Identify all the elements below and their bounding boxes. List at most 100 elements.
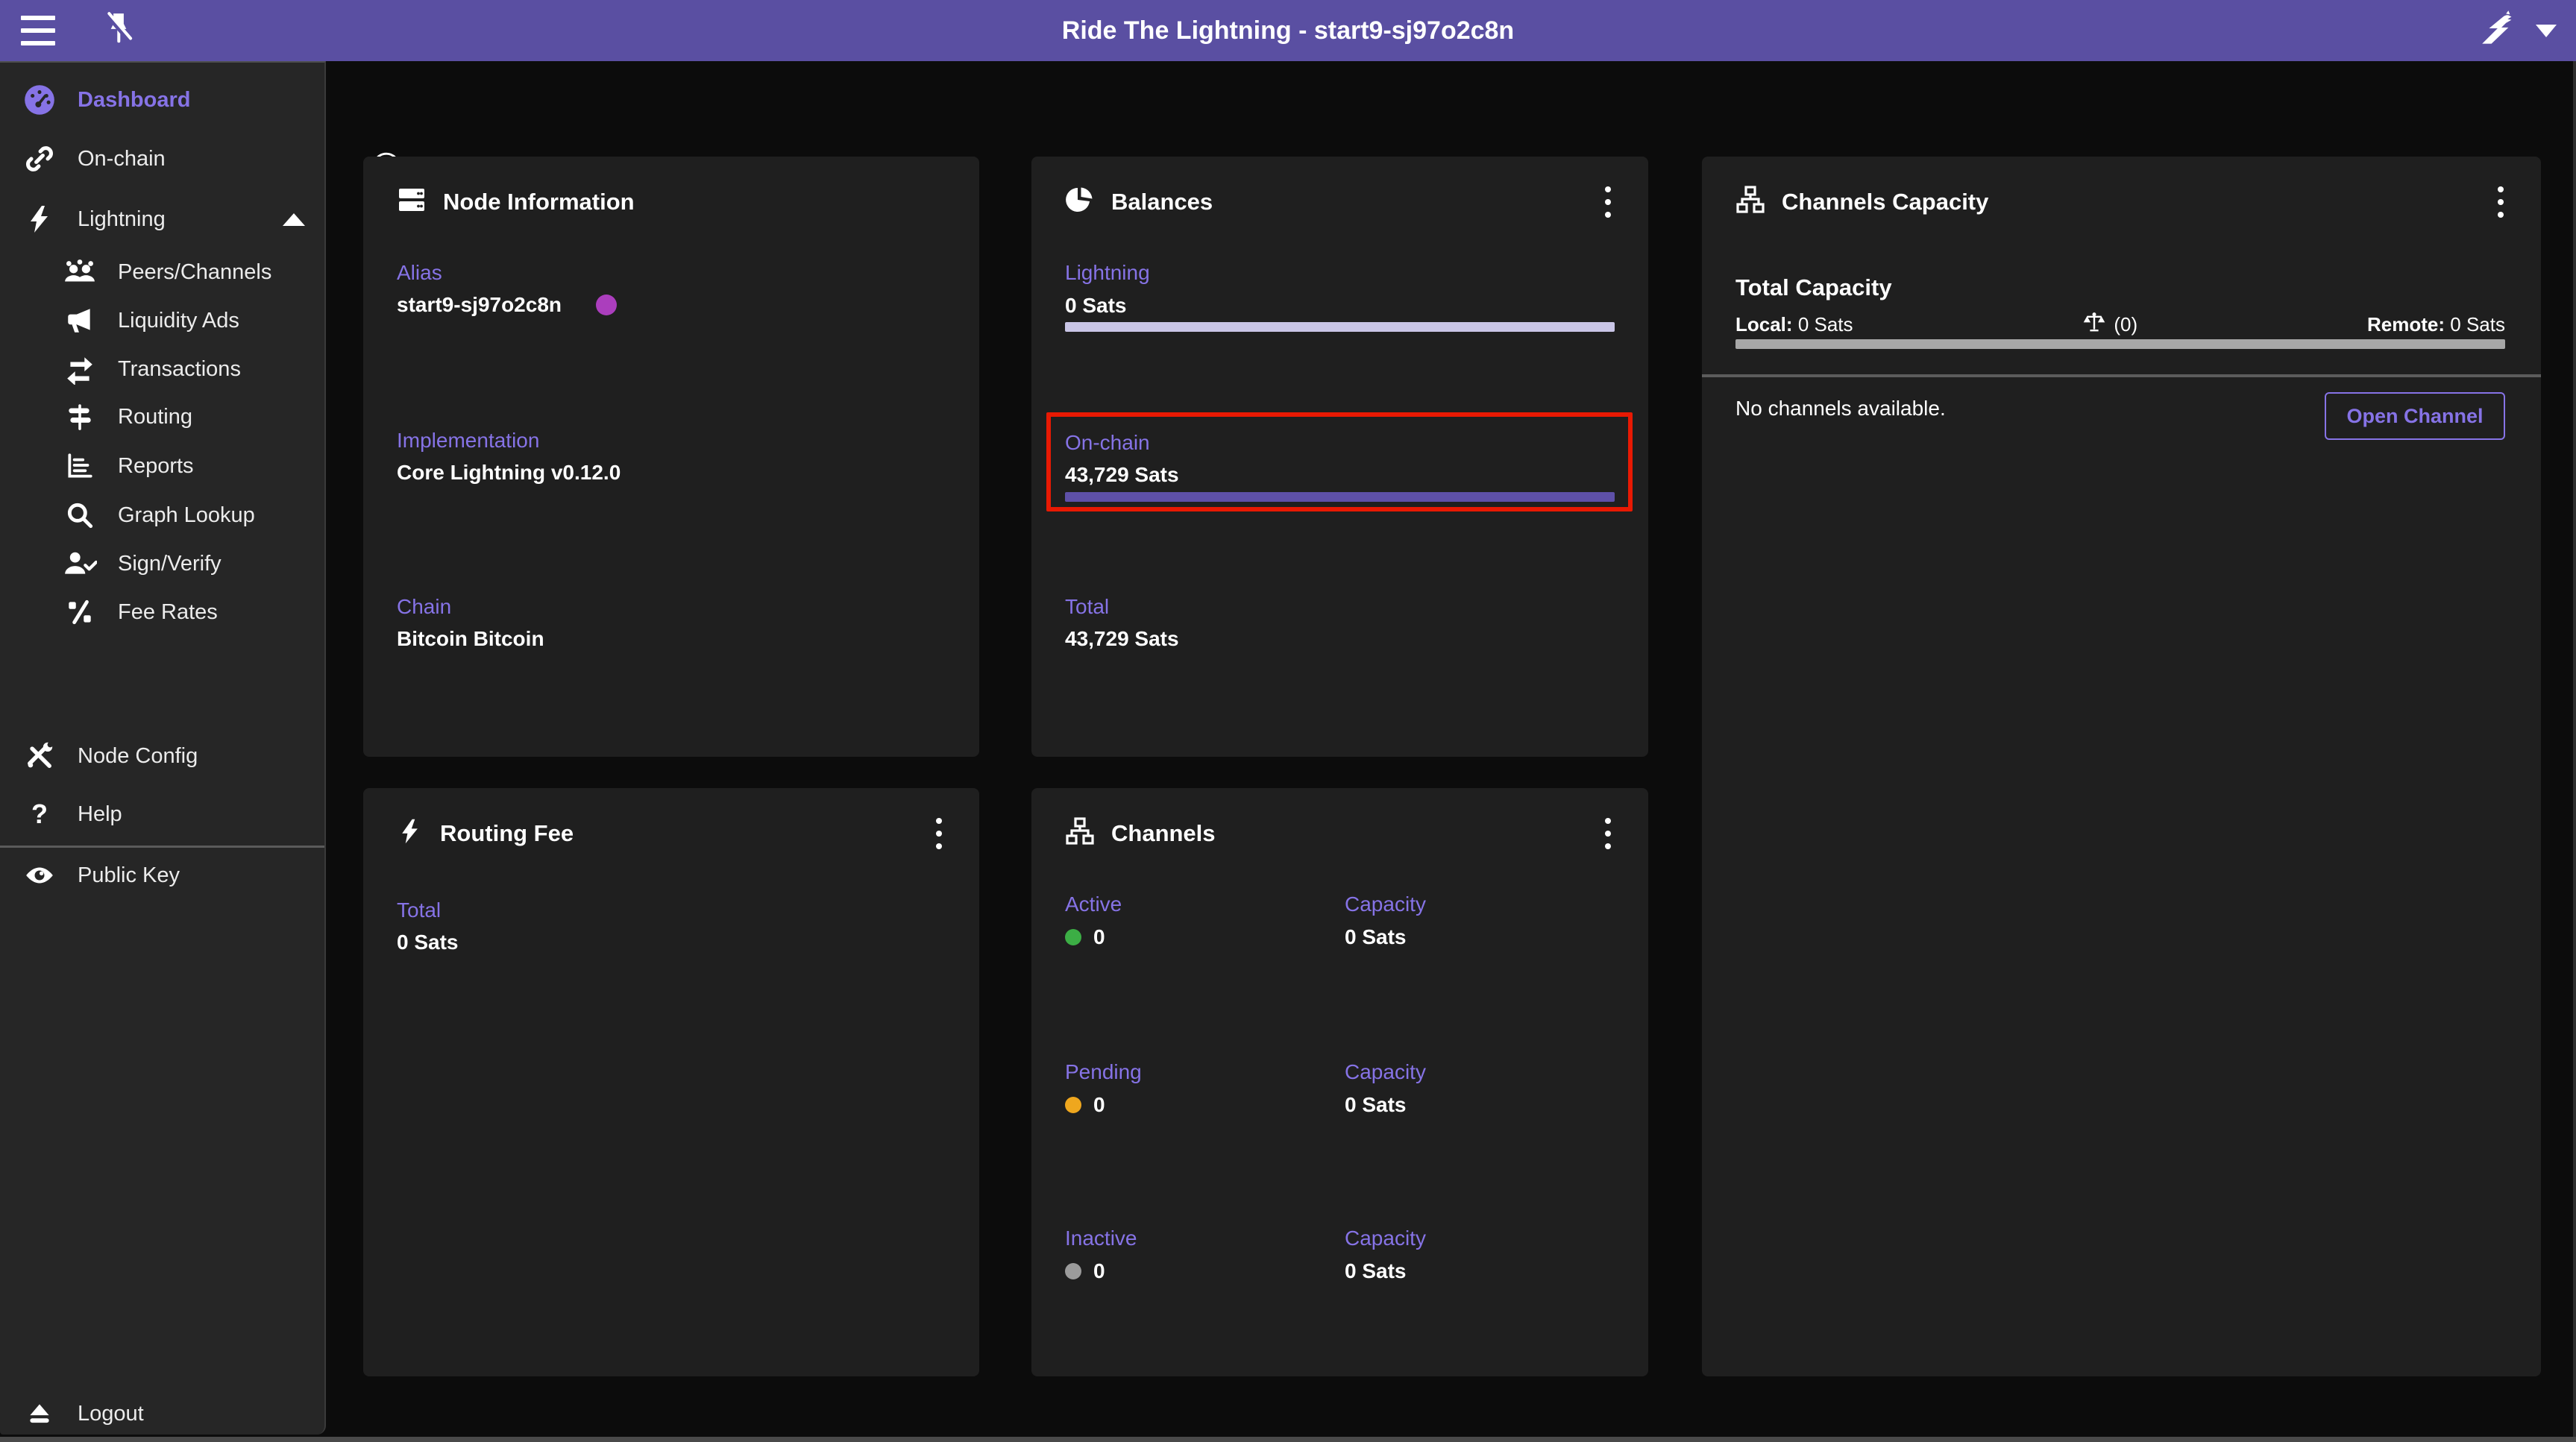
pending-capacity-value: 0 Sats bbox=[1345, 1093, 1407, 1116]
pending-channels-count-row: 0 bbox=[1065, 1093, 1105, 1117]
alias-status-dot bbox=[596, 295, 618, 315]
sidebar-item-label: Reports bbox=[118, 453, 194, 478]
routing-fee-card: Routing Fee Total 0 Sats bbox=[363, 788, 979, 1376]
active-capacity-label: Capacity bbox=[1345, 892, 1426, 916]
network-hub-icon bbox=[1065, 816, 1095, 850]
page-title: Ride The Lightning - start9-sj97o2c8n bbox=[1061, 16, 1515, 45]
chain-value: Bitcoin Bitcoin bbox=[397, 627, 544, 650]
sidebar-item-label: Peers/Channels bbox=[118, 259, 272, 284]
open-channel-button[interactable]: Open Channel bbox=[2325, 392, 2505, 440]
question-mark-icon: ? bbox=[31, 799, 48, 829]
inactive-capacity-value: 0 Sats bbox=[1345, 1259, 1407, 1282]
inactive-channels-label: Inactive bbox=[1065, 1227, 1137, 1250]
link-icon bbox=[22, 142, 57, 175]
remote-capacity: Remote: 0 Sats bbox=[2367, 313, 2505, 336]
balance-scale-icon bbox=[2082, 310, 2106, 339]
sidebar-divider bbox=[0, 846, 324, 848]
total-capacity-label: Total Capacity bbox=[1735, 274, 1892, 300]
sidebar-item-label: Help bbox=[78, 802, 122, 826]
sidebar-item-transactions[interactable]: Transactions bbox=[0, 345, 324, 393]
sidebar-item-label: Graph Lookup bbox=[118, 503, 255, 527]
total-balance-label: Total bbox=[1065, 595, 1110, 618]
sidebar-item-label: Dashboard bbox=[78, 87, 191, 112]
local-capacity: Local: 0 Sats bbox=[1735, 313, 1853, 336]
empty-state-text: No channels available. bbox=[1735, 397, 1946, 420]
sidebar-item-label: Logout bbox=[78, 1401, 144, 1426]
sidebar-item-sign-verify[interactable]: Sign/Verify bbox=[0, 540, 324, 588]
pending-capacity-label: Capacity bbox=[1345, 1060, 1426, 1083]
sidebar-item-help[interactable]: ? Help bbox=[0, 790, 324, 838]
card-title: Channels bbox=[1111, 819, 1216, 846]
horizontal-scrollbar[interactable] bbox=[0, 1437, 2576, 1442]
sidebar-item-graph-lookup[interactable]: Graph Lookup bbox=[0, 491, 324, 539]
sidebar-item-lightning[interactable]: Lightning bbox=[0, 195, 324, 243]
inactive-capacity-label: Capacity bbox=[1345, 1227, 1426, 1250]
inactive-count: 0 bbox=[1093, 1259, 1105, 1282]
sidebar-item-dashboard[interactable]: Dashboard bbox=[0, 76, 324, 124]
sidebar-item-liquidity-ads[interactable]: Liquidity Ads bbox=[0, 297, 324, 344]
sidebar-item-fee-rates[interactable]: Fee Rates bbox=[0, 588, 324, 636]
person-check-icon bbox=[63, 548, 97, 579]
card-menu-kebab-icon[interactable] bbox=[2486, 185, 2516, 219]
status-dot-active bbox=[1065, 929, 1081, 945]
sidebar-item-label: Sign/Verify bbox=[118, 551, 222, 576]
balances-card: Balances Lightning 0 Sats On-chain 43,72… bbox=[1031, 157, 1648, 757]
sidebar-item-onchain[interactable]: On-chain bbox=[0, 135, 324, 183]
node-information-card: Node Information Alias start9-sj97o2c8n … bbox=[363, 157, 979, 757]
sidebar-item-label: Node Config bbox=[78, 743, 198, 768]
alias-value: start9-sj97o2c8n bbox=[397, 293, 562, 316]
sidebar-item-label: Public Key bbox=[78, 863, 180, 887]
eject-icon bbox=[22, 1398, 57, 1429]
sidebar-item-reports[interactable]: Reports bbox=[0, 442, 324, 490]
network-hub-icon bbox=[1735, 185, 1765, 218]
percent-icon bbox=[63, 596, 97, 628]
capacity-bar bbox=[1735, 339, 2505, 349]
top-bar: Ride The Lightning - start9-sj97o2c8n bbox=[0, 0, 2576, 61]
dns-server-icon bbox=[397, 185, 427, 218]
pending-channels-label: Pending bbox=[1065, 1060, 1142, 1083]
card-menu-kebab-icon[interactable] bbox=[1593, 185, 1623, 219]
bar-chart-icon bbox=[63, 450, 97, 482]
sidebar: Dashboard On-chain Lightning bbox=[0, 61, 326, 1435]
chevron-up-icon bbox=[283, 212, 305, 226]
main-content: Welcome start9-sj97o2c8n! Your node is u… bbox=[326, 61, 2576, 1442]
swap-arrows-icon bbox=[63, 353, 97, 385]
routing-fee-total-label: Total bbox=[397, 898, 442, 922]
sidebar-item-label: Liquidity Ads bbox=[118, 308, 239, 333]
card-title: Routing Fee bbox=[440, 819, 574, 846]
channels-card: Channels Active 0 Capacity 0 Sats Pendin… bbox=[1031, 788, 1648, 1376]
card-menu-kebab-icon[interactable] bbox=[1593, 816, 1623, 851]
card-title: Channels Capacity bbox=[1782, 188, 1989, 215]
balance-score: (0) bbox=[2082, 310, 2137, 339]
alias-label: Alias bbox=[397, 261, 442, 284]
sidebar-item-logout[interactable]: Logout bbox=[0, 1390, 324, 1438]
menu-icon[interactable] bbox=[21, 16, 55, 45]
card-divider bbox=[1702, 374, 2541, 377]
bolt-icon bbox=[22, 203, 57, 236]
pin-off-icon[interactable] bbox=[101, 9, 136, 54]
peers-group-icon bbox=[63, 256, 97, 288]
sidebar-item-node-config[interactable]: Node Config bbox=[0, 732, 324, 780]
lightning-balance-label: Lightning bbox=[1065, 261, 1150, 284]
balance-count: (0) bbox=[2114, 313, 2138, 336]
onchain-balance-label: On-chain bbox=[1065, 431, 1150, 454]
inactive-channels-count-row: 0 bbox=[1065, 1259, 1105, 1283]
chain-label: Chain bbox=[397, 595, 452, 618]
sidebar-item-peers-channels[interactable]: Peers/Channels bbox=[0, 248, 324, 296]
sidebar-item-public-key[interactable]: Public Key bbox=[0, 851, 324, 899]
active-capacity-value: 0 Sats bbox=[1345, 925, 1407, 948]
active-count: 0 bbox=[1093, 925, 1105, 948]
card-menu-kebab-icon[interactable] bbox=[924, 816, 954, 851]
status-dot-inactive bbox=[1065, 1263, 1081, 1279]
routing-fee-total-value: 0 Sats bbox=[397, 931, 459, 954]
signpost-icon bbox=[63, 401, 97, 432]
alias-value-row: start9-sj97o2c8n bbox=[397, 293, 618, 317]
account-menu[interactable] bbox=[2478, 0, 2557, 61]
sidebar-item-routing[interactable]: Routing bbox=[0, 393, 324, 441]
total-balance-value: 43,729 Sats bbox=[1065, 627, 1179, 650]
dashboard-icon bbox=[22, 84, 57, 116]
megaphone-icon bbox=[63, 305, 97, 336]
vertical-scrollbar[interactable] bbox=[2573, 61, 2576, 1437]
search-icon bbox=[63, 500, 97, 531]
bolt-icon bbox=[397, 816, 424, 850]
